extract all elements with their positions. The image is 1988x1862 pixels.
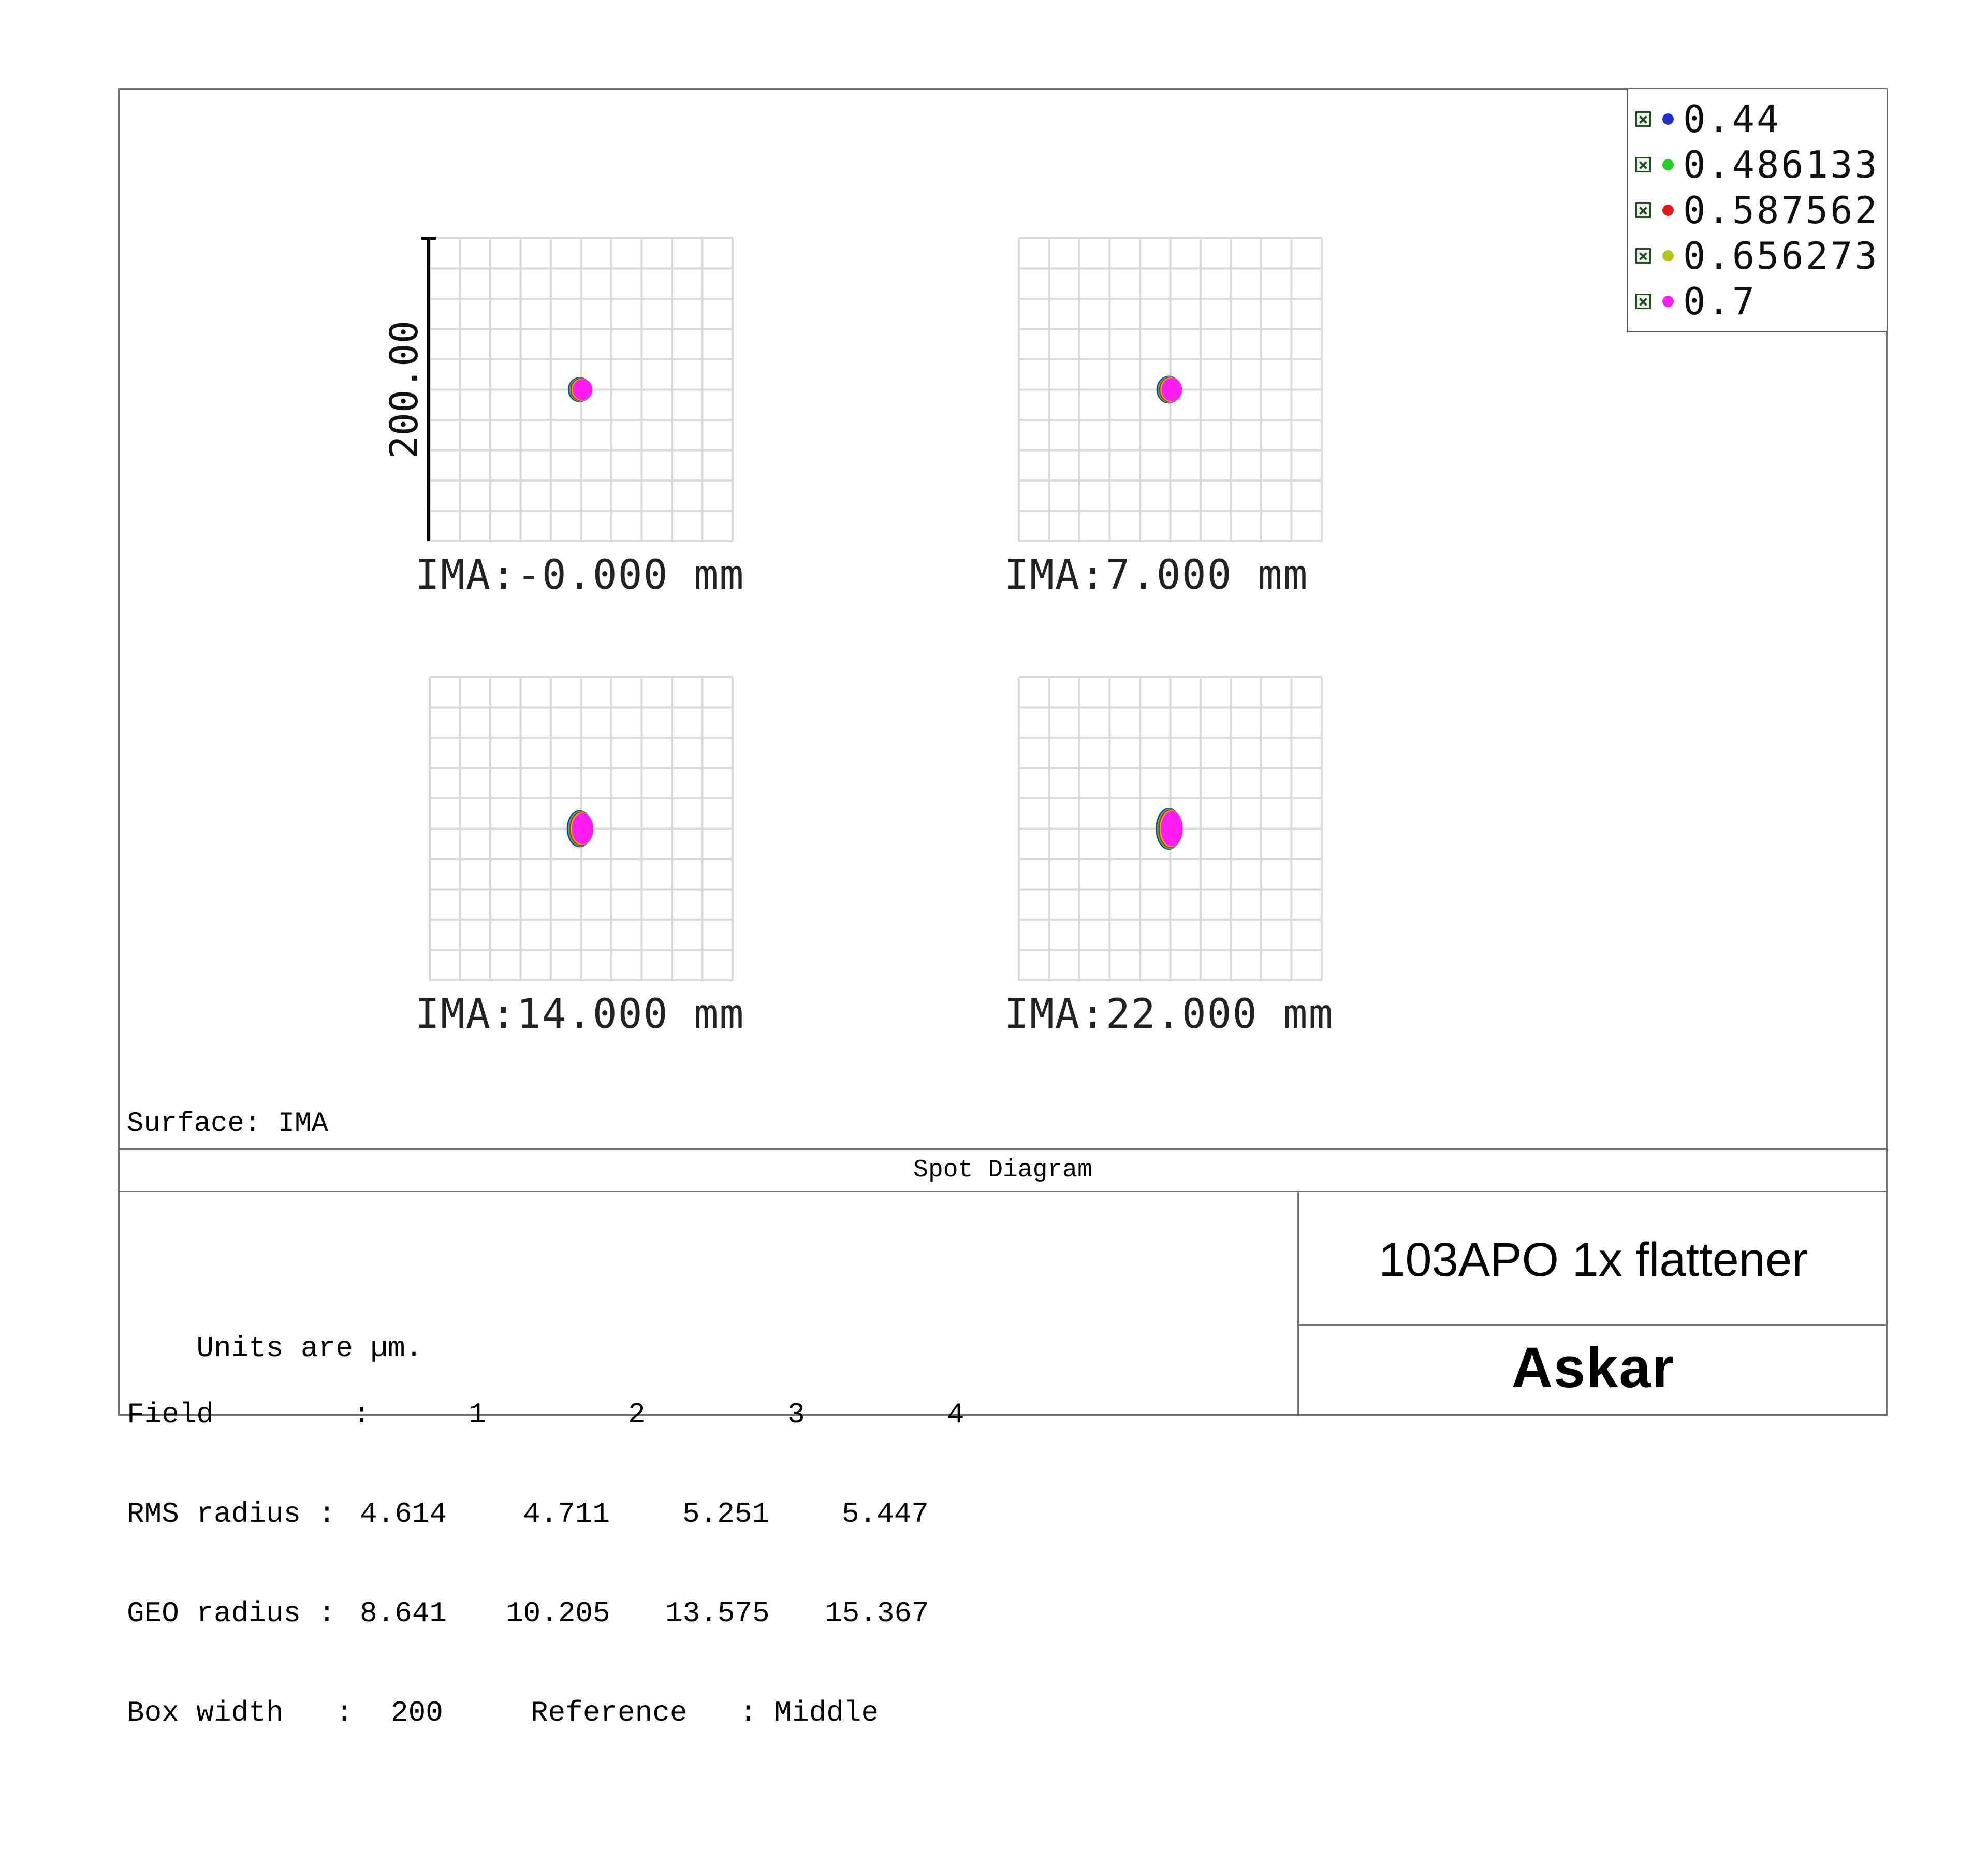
field-number: 4 [947,1398,964,1431]
rms-value: 5.251 [682,1497,770,1531]
rms-line: RMS radius : 4.614 4.711 5.251 5.447 [127,1497,929,1531]
geo-value: 10.205 [506,1597,610,1630]
legend-label: 0.44 [1683,97,1781,141]
legend-label: 0.7 [1683,280,1757,323]
rms-value: 4.614 [360,1497,447,1531]
field-line: Field : 1 2 3 4 [127,1398,964,1431]
box-line: Box width : 200 Reference : Middle [127,1696,879,1729]
reference-text: Reference : Middle [531,1696,879,1729]
field-label: IMA:14.000 mm [415,991,744,1038]
field-label: IMA:22.000 mm [1004,991,1334,1038]
design-title: 103APO 1x flattener [1379,1233,1808,1286]
legend-swatch [1662,159,1674,170]
spot-diagram-plot: IMA:-0.000 mm IMA:7.000 mm IMA:14.000 mm IM… [382,237,1334,1038]
legend-checkbox[interactable] [1635,157,1651,172]
field-label: IMA:7.000 mm [1004,552,1309,599]
legend-swatch [1662,113,1674,125]
legend-checkbox[interactable] [1635,248,1651,264]
legend-label: 0.587562 [1683,188,1879,232]
geo-line: GEO radius : 8.641 10.205 13.575 15.367 [127,1597,929,1630]
title-block-divider [1299,1324,1888,1326]
chart-title-row: Spot Diagram [118,1148,1888,1192]
legend-checkbox[interactable] [1635,294,1651,309]
legend-swatch [1662,205,1674,216]
field-label: IMA:-0.000 mm [415,552,744,599]
spot-point [572,813,594,845]
title-block: 103APO 1x flattener Askar [1297,1192,1888,1416]
legend-label: 0.486133 [1683,143,1879,186]
geo-label: GEO radius : [127,1597,336,1630]
legend-swatch [1662,250,1674,261]
units-text: Units are µm. [196,1332,423,1365]
spot-point [573,379,593,400]
geo-value: 15.367 [825,1597,929,1630]
legend-entry[interactable]: 0.587562 [1635,187,1879,233]
legend-entry[interactable]: 0.656273 [1635,233,1879,279]
geo-value: 8.641 [360,1597,447,1630]
legend-checkbox[interactable] [1635,111,1651,127]
legend-swatch [1662,296,1674,307]
rms-label: RMS radius : [127,1497,336,1531]
legend-entry[interactable]: 0.44 [1635,96,1781,142]
info-block: Units are µm. Field : 1 2 3 4 RMS radius… [127,1232,964,1763]
box-label: Box width : [127,1696,353,1729]
geo-value: 13.575 [665,1597,770,1630]
units-line: Units are µm. [127,1299,422,1365]
legend-label: 0.656273 [1683,234,1879,278]
rms-value: 5.447 [842,1497,929,1531]
surface-label: Surface: IMA [127,1108,328,1140]
field-number: 1 [469,1398,486,1431]
chart-title: Spot Diagram [913,1156,1092,1184]
rms-value: 4.711 [523,1497,610,1531]
plot-frame [118,88,1888,1416]
box-value: 200 [391,1696,443,1729]
field-number: 3 [787,1398,805,1431]
legend-checkbox[interactable] [1635,202,1651,218]
legend-entry[interactable]: 0.486133 [1635,142,1879,187]
spot-point [1161,377,1182,402]
scale-bar-label: 200.00 [382,321,427,459]
field-number: 2 [628,1398,646,1431]
spot-point [1161,811,1183,847]
legend: 0.44 0.486133 0.587562 0.656273 0.7 [1627,89,1887,332]
legend-entry[interactable]: 0.7 [1635,279,1757,324]
field-label: Field : [127,1398,371,1431]
brand-logo: Askar [1511,1336,1675,1400]
